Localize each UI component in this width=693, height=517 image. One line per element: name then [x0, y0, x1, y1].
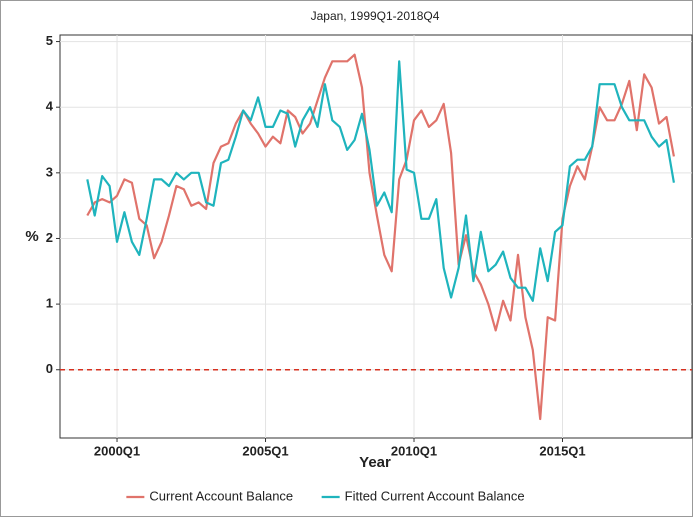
plot-area [59, 34, 693, 439]
y-axis-label: % [25, 228, 38, 245]
series-line [86, 53, 675, 421]
x-tick-label: 2015Q1 [539, 443, 585, 458]
series-line [86, 60, 675, 302]
legend-label: Current Account Balance [149, 488, 293, 503]
y-tick-label: 0 [46, 361, 53, 376]
y-tick-label: 4 [46, 99, 54, 114]
y-tick-label: 2 [46, 230, 53, 245]
y-tick-label: 3 [46, 164, 53, 179]
chart-title: Japan, 1999Q1-2018Q4 [311, 9, 440, 23]
x-tick-label: 2000Q1 [94, 443, 140, 458]
x-axis-label: Year [359, 454, 391, 471]
x-tick-label: 2005Q1 [242, 443, 288, 458]
x-tick-label: 2010Q1 [391, 443, 437, 458]
y-tick-label: 1 [46, 296, 53, 311]
y-tick-label: 5 [46, 33, 53, 48]
legend-label: Fitted Current Account Balance [345, 488, 525, 503]
